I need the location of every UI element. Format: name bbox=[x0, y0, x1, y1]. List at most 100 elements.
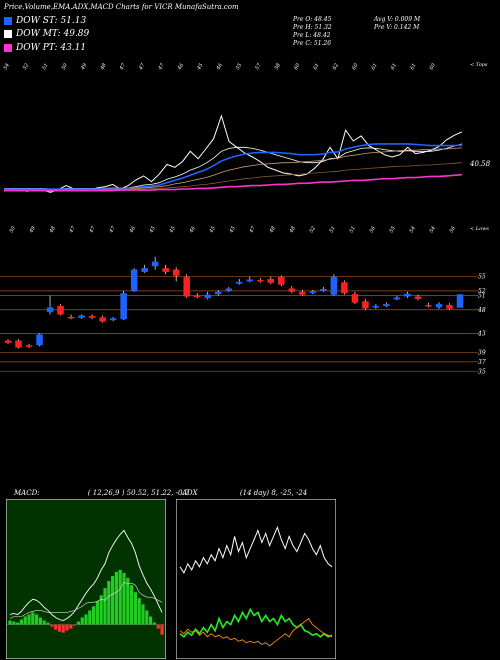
tops-label: 62 bbox=[332, 62, 340, 71]
macd-header: MACD: ( 12,26,9 ) 50.52, 51.22, -0.7 bbox=[14, 489, 190, 497]
price-level-label: 55 bbox=[478, 274, 486, 281]
macd-histogram-bar bbox=[76, 621, 80, 625]
macd-histogram-bar bbox=[114, 571, 118, 625]
lows-label: 45 bbox=[208, 225, 217, 234]
tops-label: 50 bbox=[61, 62, 70, 71]
tops-label: 55 bbox=[235, 62, 243, 71]
tops-label: 47 bbox=[157, 62, 166, 72]
candle-body bbox=[404, 293, 411, 297]
stat-high: Pre H: 51.32 bbox=[293, 24, 332, 31]
lows-label: 45 bbox=[148, 225, 157, 234]
macd-histogram-bar bbox=[65, 624, 69, 631]
legend-swatch-pt bbox=[4, 44, 12, 52]
candle-body bbox=[183, 276, 190, 297]
tops-corner-label: < Tops bbox=[470, 62, 488, 68]
tops-label: 52 bbox=[22, 62, 30, 71]
tops-label: 51 bbox=[41, 62, 49, 71]
macd-histogram-bar bbox=[103, 588, 107, 625]
lows-label: 45 bbox=[168, 225, 177, 234]
macd-histogram-bar bbox=[38, 617, 42, 625]
legend-label-pt: DOW PT: 43.11 bbox=[16, 43, 87, 53]
macd-histogram-bar bbox=[16, 622, 20, 625]
macd-histogram-bar bbox=[99, 595, 103, 625]
candle-body bbox=[225, 288, 233, 291]
price-level-label: 39 bbox=[478, 349, 486, 356]
macd-histogram-bar bbox=[46, 622, 50, 625]
last-price-label: 40.58 bbox=[469, 160, 491, 168]
lows-label: 55 bbox=[389, 225, 397, 234]
adx-chart bbox=[176, 499, 336, 659]
legend-swatch-st bbox=[4, 17, 12, 25]
candle-body bbox=[320, 288, 327, 291]
candle-body bbox=[309, 291, 317, 294]
tops-label: 61 bbox=[312, 62, 320, 71]
ema-series-line bbox=[3, 114, 463, 193]
price-level-label: 52 bbox=[478, 288, 486, 295]
macd-histogram-bar bbox=[54, 624, 58, 630]
candle-body bbox=[383, 304, 390, 306]
lows-label: 52 bbox=[309, 225, 317, 234]
candle-body bbox=[214, 291, 222, 295]
adx-minus-di-line bbox=[179, 617, 333, 647]
candle-body bbox=[246, 279, 254, 282]
macd-signal-line bbox=[9, 581, 163, 619]
macd-histogram-bar bbox=[149, 616, 153, 625]
macd-histogram-bar bbox=[95, 601, 99, 625]
macd-params: ( 12,26,9 ) 50.52, 51.22, -0.7 bbox=[87, 489, 190, 497]
price-level-label: 35 bbox=[478, 368, 486, 375]
macd-histogram-bar bbox=[12, 621, 16, 625]
tops-label: 58 bbox=[274, 62, 282, 71]
legend-label-st: DOW ST: 51.13 bbox=[16, 16, 87, 26]
tops-label: 60 bbox=[351, 62, 360, 71]
macd-histogram-bar bbox=[8, 620, 12, 625]
candle-body bbox=[15, 340, 22, 348]
lows-label: 47 bbox=[68, 225, 77, 235]
lows-label: 51 bbox=[349, 225, 357, 234]
candle-body bbox=[393, 297, 401, 300]
candle-body bbox=[362, 301, 369, 309]
lows-corner-label: < Lows bbox=[470, 226, 489, 232]
candle-body bbox=[57, 305, 64, 315]
tops-label: 61 bbox=[370, 62, 378, 71]
macd-line bbox=[9, 529, 163, 621]
lows-label: 46 bbox=[128, 225, 137, 235]
macd-histogram-bar bbox=[145, 610, 149, 625]
ema-series-line bbox=[4, 162, 463, 190]
tops-label: 60 bbox=[293, 62, 302, 71]
adx-plus-di-line bbox=[179, 607, 333, 638]
lows-label: 48 bbox=[288, 225, 297, 234]
candle-body bbox=[193, 295, 201, 298]
candle-body bbox=[267, 279, 275, 283]
lows-label: 47 bbox=[88, 225, 97, 235]
macd-histogram-bar bbox=[35, 614, 39, 625]
macd-histogram-bar bbox=[19, 619, 23, 625]
candle-body bbox=[109, 318, 117, 321]
lows-label: 56 bbox=[449, 225, 458, 234]
candle-body bbox=[435, 304, 443, 308]
candle-body bbox=[141, 268, 148, 272]
lows-label: 49 bbox=[28, 225, 37, 235]
candle-body bbox=[330, 276, 338, 295]
candle-body bbox=[278, 276, 285, 285]
candle-body bbox=[88, 315, 96, 318]
candle-body bbox=[425, 305, 432, 307]
macd-histogram-bar bbox=[133, 592, 137, 625]
tops-label: 60 bbox=[429, 62, 438, 71]
candle-body bbox=[78, 315, 85, 318]
candle-body bbox=[235, 281, 243, 284]
lows-label: 51 bbox=[329, 225, 337, 234]
ema-chart: < Tops < Lows 54 52 51 50 49 48 47 47 47 46 45 46 55 57… bbox=[3, 62, 491, 235]
lows-label: 45 bbox=[228, 225, 237, 234]
ema-series-line bbox=[4, 173, 463, 192]
macd-histogram-bar bbox=[31, 612, 35, 625]
stat-low: Pre L: 48.42 bbox=[293, 32, 331, 39]
macd-histogram-bar bbox=[42, 620, 46, 625]
lows-label: 47 bbox=[108, 225, 117, 235]
macd-histogram-bar bbox=[57, 624, 61, 632]
lows-label: 54 bbox=[409, 225, 417, 234]
lows-label: 48 bbox=[48, 225, 57, 234]
candle-body bbox=[456, 294, 464, 308]
candle-body bbox=[172, 269, 180, 276]
macd-histogram-bar bbox=[50, 624, 54, 627]
macd-histogram-bar bbox=[88, 610, 92, 625]
